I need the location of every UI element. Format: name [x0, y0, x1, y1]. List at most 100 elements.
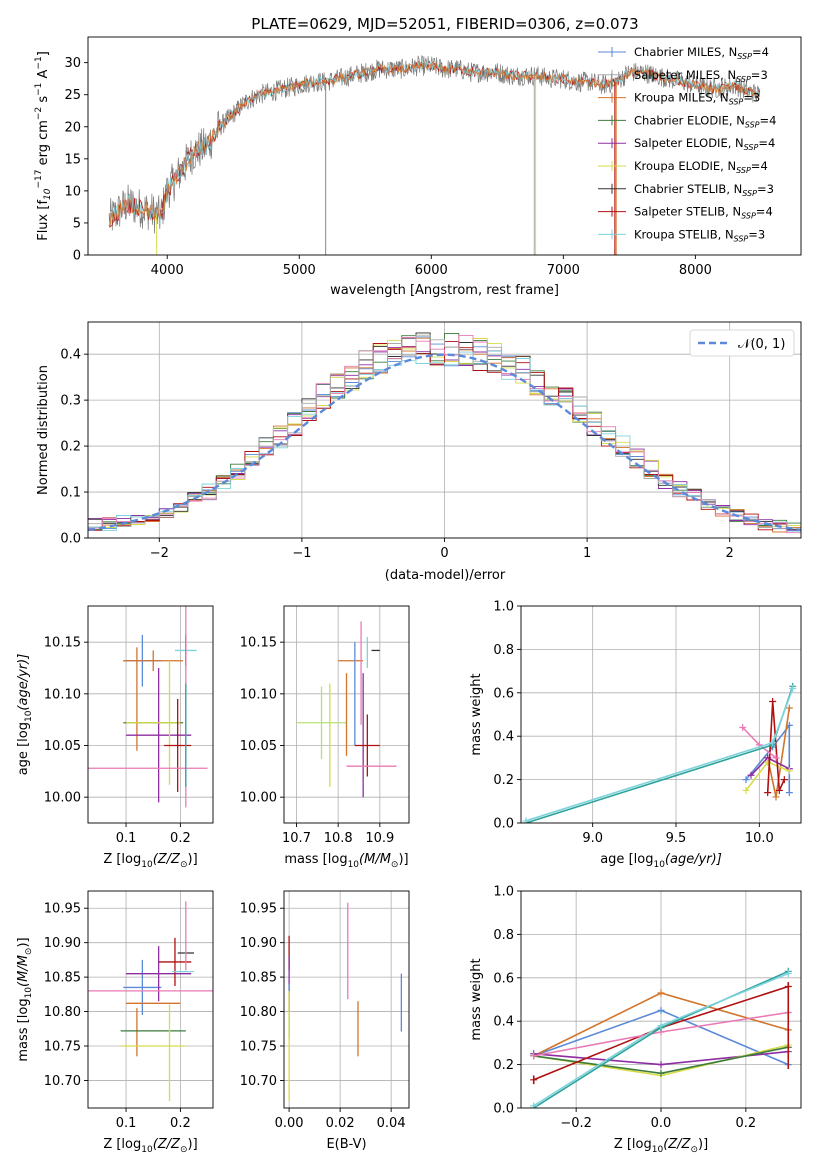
- weight-marker: [742, 786, 750, 794]
- spectrum-xtick-label: 8000: [679, 263, 712, 278]
- xlabel-sun: ⊙: [180, 860, 188, 870]
- weight-marker: [769, 697, 777, 705]
- xlabel-sub: 10: [348, 860, 360, 870]
- weight-marker: [657, 1069, 665, 1077]
- residuals-ylabel: Normed distribution: [36, 365, 51, 495]
- legend-eq: =: [756, 205, 766, 219]
- legend-nssp-sub: SSP: [736, 75, 751, 84]
- spectrum-ytick-label: 25: [64, 88, 81, 103]
- figure-title: PLATE=0629, MJD=52051, FIBERID=0306, z=0…: [251, 15, 638, 33]
- weight-series: [530, 969, 792, 1108]
- residuals-ytick-label: 0.2: [60, 440, 81, 455]
- legend-nssp: N: [734, 182, 743, 196]
- xlabel-close: )]: [698, 1137, 708, 1152]
- age_vs_Z-xtick-label: 0.2: [170, 831, 191, 846]
- residuals-xtick-label: −2: [150, 546, 169, 561]
- xlabel-sun: ⊙: [180, 1145, 188, 1155]
- weight-series: [739, 724, 780, 762]
- residuals-xtick-label: 1: [583, 546, 591, 561]
- residuals-xtick-label: 2: [726, 546, 734, 561]
- mass_vs_Z-ylabel: mass [log10(M/M⊙)]: [16, 937, 34, 1061]
- residuals-ticks: −2 −1 0 1 2 0.0 0.1 0.2 0.3 0.4: [60, 348, 734, 561]
- weight-marker: [772, 754, 780, 762]
- age_vs_Z-ylabel: age [log10(age/yr)]: [16, 654, 34, 776]
- xlabel-sub: 10: [141, 860, 153, 870]
- xlabel-sun: ⊙: [690, 1145, 698, 1155]
- legend-entry: Kroupa ELODIE, NSSP=4: [634, 159, 768, 175]
- mass_vs_Z-ytick-label: 10.90: [44, 936, 81, 951]
- residuals-plot-area: [88, 322, 801, 538]
- legend-entry: Kroupa MILES, NSSP=3: [634, 91, 760, 107]
- age_vs_Z-axes: 0.1 0.2 10.00 10.05 10.10 10.15: [44, 605, 214, 846]
- ylabel-part: −1: [34, 56, 44, 69]
- errorbar-point: [123, 650, 184, 672]
- ylabel-part: ]: [36, 51, 51, 56]
- xlabel-close: )]: [188, 852, 198, 867]
- mass_weight_vs_Z-ytick-label: 0.6: [493, 971, 514, 986]
- xlabel-end: (Z/Z: [663, 1137, 691, 1152]
- legend-name: Kroupa ELODIE: [634, 159, 720, 173]
- mass_weight_vs_age-ytick-label: 1.0: [493, 600, 514, 615]
- residuals-xlabel: (data-model)/error: [385, 568, 506, 583]
- residual-histogram: [88, 350, 801, 532]
- legend-n: 4: [765, 205, 772, 219]
- spectrum-xtick-label: 5000: [283, 263, 316, 278]
- ylabel-part: 10: [43, 188, 53, 200]
- xlabel-end: (Z/Z: [153, 1137, 181, 1152]
- xlabel-text: age [log: [600, 852, 653, 867]
- mass_vs_ebv-ticks: 0.00 0.02 0.04 10.70 10.75 10.80 10.85 10.90 10.…: [240, 902, 406, 1131]
- legend-eq: =: [743, 91, 753, 105]
- legend-eq: =: [748, 227, 758, 241]
- mass_weight_vs_Z-ytick-label: 0.2: [493, 1058, 514, 1073]
- legend-nssp: N: [727, 159, 736, 173]
- ylabel-sub: 10: [24, 987, 34, 999]
- age_vs_Z-xlabel: Z [log10(Z/Z⊙)]: [103, 852, 197, 870]
- xlabel-end: (Z/Z: [153, 852, 181, 867]
- age_vs_mass-xtick-label: 10.7: [282, 831, 311, 846]
- mass_vs_ebv-ytick-label: 10.75: [240, 1040, 277, 1055]
- weight-marker: [739, 724, 747, 732]
- legend-nssp: N: [735, 136, 744, 150]
- legend-n: 4: [768, 136, 775, 150]
- mass_weight_vs_Z-ylabel: mass weight: [469, 958, 484, 1040]
- weight-series-line: [766, 701, 786, 793]
- mass_weight_vs_age-xtick-label: 10.0: [745, 831, 774, 846]
- legend-nssp-sub: SSP: [744, 143, 759, 152]
- mass_weight_vs_age-axes: 9.0 9.5 10.0 0.0 0.2 0.4 0.6 0.8 1.0: [493, 600, 802, 846]
- age_vs_mass-xtick-label: 10.8: [324, 831, 353, 846]
- age_vs_Z-ytick-label: 10.10: [44, 687, 81, 702]
- legend-name: Salpeter ELODIE: [634, 136, 728, 150]
- mass_weight_vs_age-frame: [520, 605, 802, 824]
- mass_vs_Z-ytick-label: 10.70: [44, 1074, 81, 1089]
- errorbar-point: [123, 959, 162, 1015]
- weight-marker: [769, 739, 777, 747]
- weight-marker: [780, 776, 788, 784]
- ylabel-part: erg cm: [36, 120, 51, 169]
- age_vs_mass-ticks: 10.7 10.8 10.9 10.00 10.05 10.10 10.15: [240, 636, 395, 846]
- normal-curve: [88, 353, 801, 532]
- legend-n: 3: [767, 182, 774, 196]
- weight-marker: [775, 786, 783, 794]
- mass_weight_vs_Z-ticks: −0.2 0.0 0.2 0.0 0.2 0.4 0.6 0.8 1.0: [493, 885, 756, 1132]
- mass_weight_vs_Z-ytick-label: 0.0: [493, 1102, 514, 1117]
- legend-sep: ,: [713, 91, 720, 105]
- legend-nssp-sub: SSP: [736, 166, 751, 175]
- legend-nssp: N: [725, 227, 734, 241]
- residuals-xtick-label: −1: [292, 546, 311, 561]
- legend-entry: Salpeter ELODIE, NSSP=4: [634, 136, 775, 152]
- spectrum-ticks: 4000 5000 6000 7000 8000 0 5 10 15 20 25 30: [64, 56, 711, 278]
- ylabel-end: (M/M: [16, 955, 31, 987]
- legend-sep: ,: [725, 205, 732, 219]
- weight-series-line: [745, 723, 791, 793]
- xlabel-text: Z [log: [614, 1137, 652, 1152]
- legend-sep: ,: [721, 45, 728, 59]
- mass_vs_Z-ytick-label: 10.95: [44, 902, 81, 917]
- legend-sep: ,: [720, 68, 727, 82]
- weight-marker: [747, 771, 755, 779]
- legend-n: 3: [758, 227, 765, 241]
- mass_vs_Z-ytick-label: 10.85: [44, 971, 81, 986]
- mass_weight_vs_Z-xtick-label: 0.0: [651, 1116, 672, 1131]
- residuals-ytick-label: 0.1: [60, 486, 81, 501]
- mass_vs_Z-frame: [87, 890, 214, 1109]
- legend-nssp: N: [720, 91, 729, 105]
